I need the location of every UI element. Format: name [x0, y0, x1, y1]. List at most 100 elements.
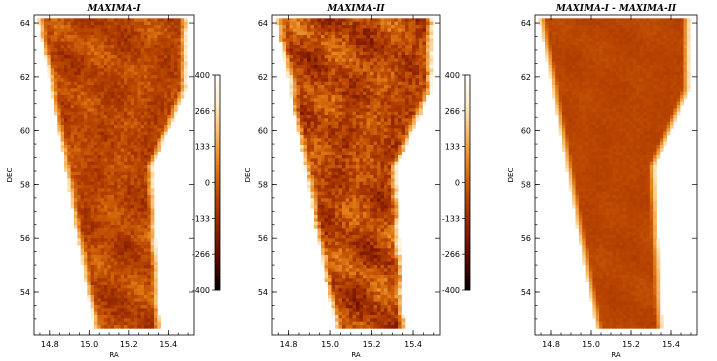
- heatmap-cell: [37, 21, 42, 26]
- heatmap-cell: [154, 315, 158, 319]
- heatmap-cell: [331, 65, 336, 69]
- heatmap-cell: [154, 311, 158, 316]
- heatmap-cell: [120, 231, 125, 236]
- heatmap-cell: [144, 255, 148, 259]
- heatmap-cell: [391, 115, 395, 119]
- heatmap-cell: [170, 108, 175, 113]
- heatmap-cell: [289, 55, 294, 59]
- heatmap-cell: [342, 88, 346, 93]
- heatmap-cell: [137, 268, 142, 273]
- heatmap-cell: [70, 91, 75, 96]
- heatmap-cell: [380, 158, 385, 163]
- heatmap-cell: [429, 45, 434, 49]
- heatmap-cell: [80, 75, 85, 79]
- heatmap-cell: [293, 58, 297, 63]
- heatmap-cell: [104, 118, 108, 123]
- heatmap-cell: [137, 278, 142, 283]
- heatmap-cell: [94, 195, 98, 199]
- heatmap-cell: [104, 125, 108, 129]
- heatmap-cell: [57, 25, 62, 29]
- heatmap-cell: [405, 78, 409, 83]
- heatmap-cell: [104, 121, 108, 126]
- heatmap-cell: [300, 78, 304, 83]
- heatmap-cell: [64, 125, 68, 129]
- heatmap-cell: [338, 21, 343, 26]
- heatmap-cell: [130, 321, 135, 326]
- heatmap-cell: [398, 61, 402, 66]
- heatmap-cell: [127, 231, 132, 236]
- heatmap-cell: [84, 28, 88, 33]
- heatmap-cell: [324, 18, 329, 23]
- heatmap-cell: [77, 175, 82, 179]
- heatmap-cell: [94, 278, 98, 283]
- heatmap-cell: [110, 108, 115, 113]
- heatmap-cell: [398, 55, 402, 59]
- heatmap-cell: [50, 91, 55, 96]
- heatmap-cell: [405, 81, 409, 86]
- heatmap-cell: [307, 95, 311, 99]
- heatmap-cell: [84, 165, 88, 169]
- heatmap-cell: [87, 225, 92, 229]
- heatmap-cell: [401, 78, 406, 83]
- heatmap-cell: [317, 51, 322, 56]
- heatmap-cell: [366, 188, 371, 193]
- heatmap-cell: [84, 128, 88, 133]
- heatmap-cell: [300, 51, 304, 56]
- heatmap-cell: [87, 288, 92, 293]
- heatmap-cell: [317, 208, 322, 213]
- heatmap-cell: [366, 55, 371, 59]
- heatmap-cell: [97, 258, 102, 263]
- heatmap-cell: [377, 85, 381, 89]
- heatmap-cell: [117, 131, 122, 136]
- colorbar-segment: [215, 168, 220, 173]
- heatmap-cell: [77, 75, 82, 79]
- heatmap-cell: [140, 95, 145, 99]
- heatmap-cell: [114, 228, 118, 233]
- heatmap-cell: [289, 18, 294, 23]
- heatmap-cell: [104, 195, 108, 199]
- colorbar-tick-label: -133: [192, 214, 210, 223]
- heatmap-cell: [110, 251, 115, 256]
- heatmap-cell: [157, 125, 162, 129]
- heatmap-cell: [117, 31, 122, 36]
- heatmap-cell: [94, 91, 98, 96]
- heatmap-cell: [94, 55, 98, 59]
- heatmap-cell: [100, 108, 105, 113]
- heatmap-cell: [94, 158, 98, 163]
- heatmap-cell: [107, 275, 112, 279]
- heatmap-cell: [114, 251, 118, 256]
- heatmap-cell: [356, 125, 360, 129]
- heatmap-cell: [144, 288, 148, 293]
- heatmap-cell: [47, 28, 52, 33]
- heatmap-cell: [134, 111, 138, 116]
- heatmap-cell: [137, 51, 142, 56]
- heatmap-cell: [137, 58, 142, 63]
- heatmap-cell: [84, 81, 88, 86]
- heatmap-cell: [110, 35, 115, 39]
- heatmap-cell: [110, 58, 115, 63]
- heatmap-cell: [366, 71, 371, 76]
- heatmap-cell: [154, 108, 158, 113]
- heatmap-cell: [117, 181, 122, 186]
- heatmap-cell: [335, 21, 339, 26]
- heatmap-cell: [144, 228, 148, 233]
- heatmap-cell: [328, 151, 332, 156]
- heatmap-cell: [177, 88, 182, 93]
- heatmap-cell: [170, 65, 175, 69]
- heatmap-cell: [279, 28, 283, 33]
- colorbar-segment: [215, 146, 220, 151]
- heatmap-cell: [370, 205, 374, 209]
- heatmap-cell: [419, 18, 423, 23]
- heatmap-cell: [94, 28, 98, 33]
- heatmap-cell: [144, 231, 148, 236]
- heatmap-cell: [384, 135, 388, 139]
- heatmap-cell: [104, 75, 108, 79]
- heatmap-cell: [150, 291, 155, 296]
- heatmap-cell: [137, 181, 142, 186]
- heatmap-cell: [120, 141, 125, 146]
- heatmap-cell: [174, 35, 178, 39]
- heatmap-cell: [282, 45, 287, 49]
- heatmap-cell: [303, 101, 308, 106]
- heatmap-cell: [394, 148, 399, 153]
- heatmap-cell: [57, 91, 62, 96]
